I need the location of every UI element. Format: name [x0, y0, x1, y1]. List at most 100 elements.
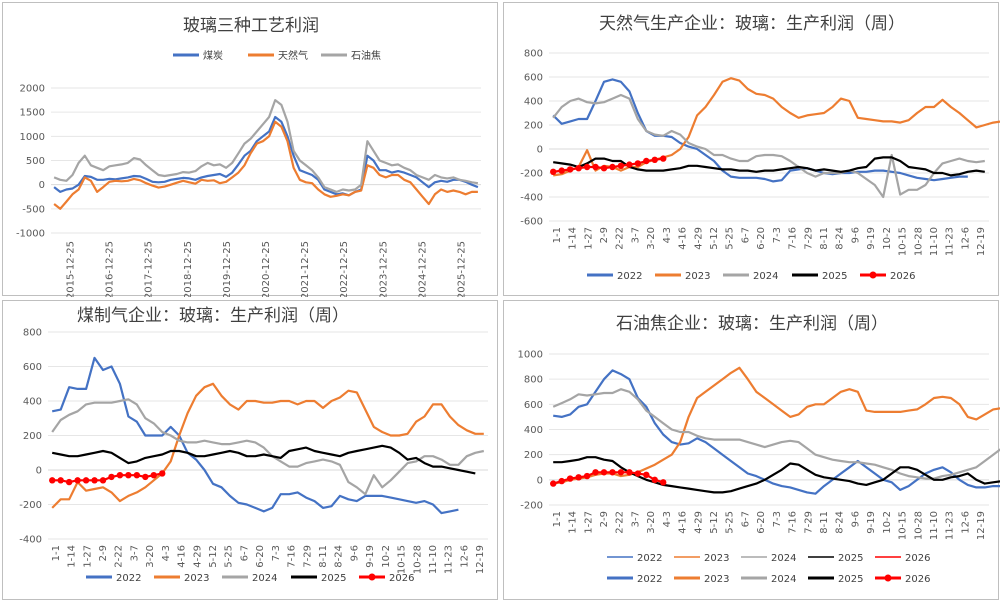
series-marker-2026	[626, 469, 633, 476]
y-tick-label: 600	[524, 73, 543, 84]
x-tick-label: 2024-12-25	[417, 241, 428, 297]
series-marker-2026	[643, 471, 650, 478]
x-tick-label: 10-2	[882, 227, 893, 250]
x-tick-label: 2015-12-25	[66, 241, 77, 297]
x-tick-label: 4-3	[662, 511, 673, 527]
x-tick-label: 4-29	[693, 511, 704, 534]
x-tick-label: 1-27	[82, 545, 93, 568]
y-tick-label: 800	[524, 49, 543, 60]
series-marker-2026	[592, 469, 599, 476]
chart-three-process: 玻璃三种工艺利润 2000 1500 1000 500 0 -500 -1000 2015-12…	[16, 16, 481, 297]
series-marker-2026	[91, 477, 98, 484]
x-tick-label: 1-1	[552, 227, 563, 243]
y-tick-label: 400	[23, 397, 42, 408]
x-tick-label: 2019-12-25	[222, 241, 233, 297]
x-tick-label: 3-7	[630, 511, 641, 527]
legend-marker-2026	[869, 271, 877, 279]
legend-top-label: 2025	[838, 553, 863, 564]
x-tick-label: 1-1	[552, 511, 563, 527]
y-tick-label: -200	[19, 500, 42, 511]
series-marker-2026	[626, 161, 633, 168]
series-marker-2026	[566, 475, 574, 482]
chart-panel-three-process-profit: 玻璃三种工艺利润 2000 1500 1000 500 0 -500 -1000 2015-12…	[2, 2, 498, 297]
y-tick-label: -200	[520, 501, 543, 512]
x-tick-label: 6-20	[756, 511, 767, 534]
x-tick-label: 2025-12-25	[456, 241, 467, 297]
y-tick-label: 1000	[20, 132, 45, 143]
x-tick-label: 4-29	[693, 227, 704, 250]
x-tick-label: 5-25	[224, 545, 235, 568]
legend-label: 2026	[389, 573, 414, 584]
x-tick-label: 1-1	[51, 545, 62, 561]
x-tick-label: 9-19	[866, 227, 877, 250]
chart-panel-natural-gas-profit: 天然气生产企业：玻璃：生产利润（周） 800 600 400 200 0 -200 -400 -…	[503, 2, 1000, 296]
series-line-煤炭	[53, 115, 479, 197]
chart-title: 石油焦企业：玻璃：生产利润（周）	[616, 314, 888, 334]
x-tick-label: 7-29	[803, 227, 814, 250]
series-marker-2026	[609, 163, 616, 171]
legend-label: 2024	[753, 271, 778, 282]
x-tick-label: 3-7	[630, 227, 641, 243]
chart-coal-gas: 煤制气企业：玻璃：生产利润（周） 800 600 400 200 0 -200 -400 1-1…	[19, 306, 488, 584]
x-tick-label: 2023-12-25	[378, 241, 389, 297]
y-tick-label: 0	[537, 145, 543, 156]
y-tick-label: 2000	[20, 84, 45, 95]
x-tick-label: 6-7	[239, 545, 250, 561]
legend-label: 2026	[890, 271, 915, 282]
x-tick-label: 10-15	[898, 511, 909, 540]
x-tick-label: 3-20	[646, 227, 657, 250]
series-marker-2026	[57, 477, 64, 484]
chart-title: 煤制气企业：玻璃：生产利润（周）	[77, 306, 349, 326]
x-tick-label: 1-14	[568, 227, 579, 250]
y-tick-label: -400	[19, 535, 42, 546]
legend-label: 2022	[116, 573, 141, 584]
x-tick-label: 12-6	[960, 511, 971, 534]
x-tick-label: 9-6	[349, 545, 360, 561]
chart-panel-petcoke-profit: 石油焦企业：玻璃：生产利润（周） 1000 800 600 400 200 0 -200 1-1…	[503, 300, 1000, 600]
y-tick-label: 500	[26, 156, 45, 167]
series-marker-2026	[592, 163, 599, 171]
series-marker-2026	[651, 476, 658, 484]
y-tick-label: 400	[524, 425, 543, 436]
series-marker-2026	[142, 473, 149, 481]
series-marker-2026	[125, 471, 132, 479]
x-tick-label: 10-28	[913, 511, 924, 540]
x-tick-label: 9-19	[365, 545, 376, 568]
x-tick-label: 6-20	[255, 545, 266, 568]
x-tick-label: 10-15	[898, 227, 909, 256]
series-marker-2026	[74, 477, 81, 484]
series-marker-2026	[558, 167, 565, 174]
x-tick-label: 1-14	[568, 511, 579, 534]
legend-label: 2023	[685, 271, 710, 282]
x-tick-label: 1-27	[583, 511, 594, 534]
x-tick-label: 2-9	[98, 545, 109, 561]
series-marker-2026	[566, 166, 574, 173]
series-marker-2026	[575, 474, 582, 481]
y-tick-label: -200	[520, 169, 543, 180]
x-tick-label: 5-12	[208, 545, 219, 568]
legend-label: 2024	[252, 573, 277, 584]
legend-label: 2025	[838, 574, 863, 585]
chart-title: 天然气生产企业：玻璃：生产利润（周）	[599, 14, 905, 34]
x-tick-label: 1-14	[67, 545, 78, 568]
series-marker-2026	[99, 477, 107, 484]
x-tick-label: 2-22	[615, 511, 626, 534]
y-tick-label: 200	[23, 431, 42, 442]
x-tick-label: 12-19	[976, 511, 987, 540]
x-tick-label: 11-10	[929, 227, 940, 256]
y-tick-label: 0	[36, 466, 42, 477]
legend-label: 煤炭	[203, 49, 223, 62]
legend-label: 石油焦	[351, 49, 381, 62]
y-tick-label: 800	[524, 375, 543, 386]
x-tick-label: 5-25	[725, 227, 736, 250]
chart-panel-coal-gas-profit: 煤制气企业：玻璃：生产利润（周） 800 600 400 200 0 -200 -400 1-1…	[2, 300, 498, 600]
x-tick-label: 9-19	[866, 511, 877, 534]
x-tick-label: 12-19	[976, 227, 987, 256]
x-tick-label: 2-22	[114, 545, 125, 568]
series-marker-2026	[609, 469, 616, 476]
x-tick-label: 2022-12-25	[339, 241, 350, 297]
legend-marker-2026	[368, 573, 376, 581]
x-tick-label: 3-7	[129, 545, 140, 561]
series-line-2024	[51, 398, 485, 496]
series-marker-2026	[651, 156, 658, 163]
